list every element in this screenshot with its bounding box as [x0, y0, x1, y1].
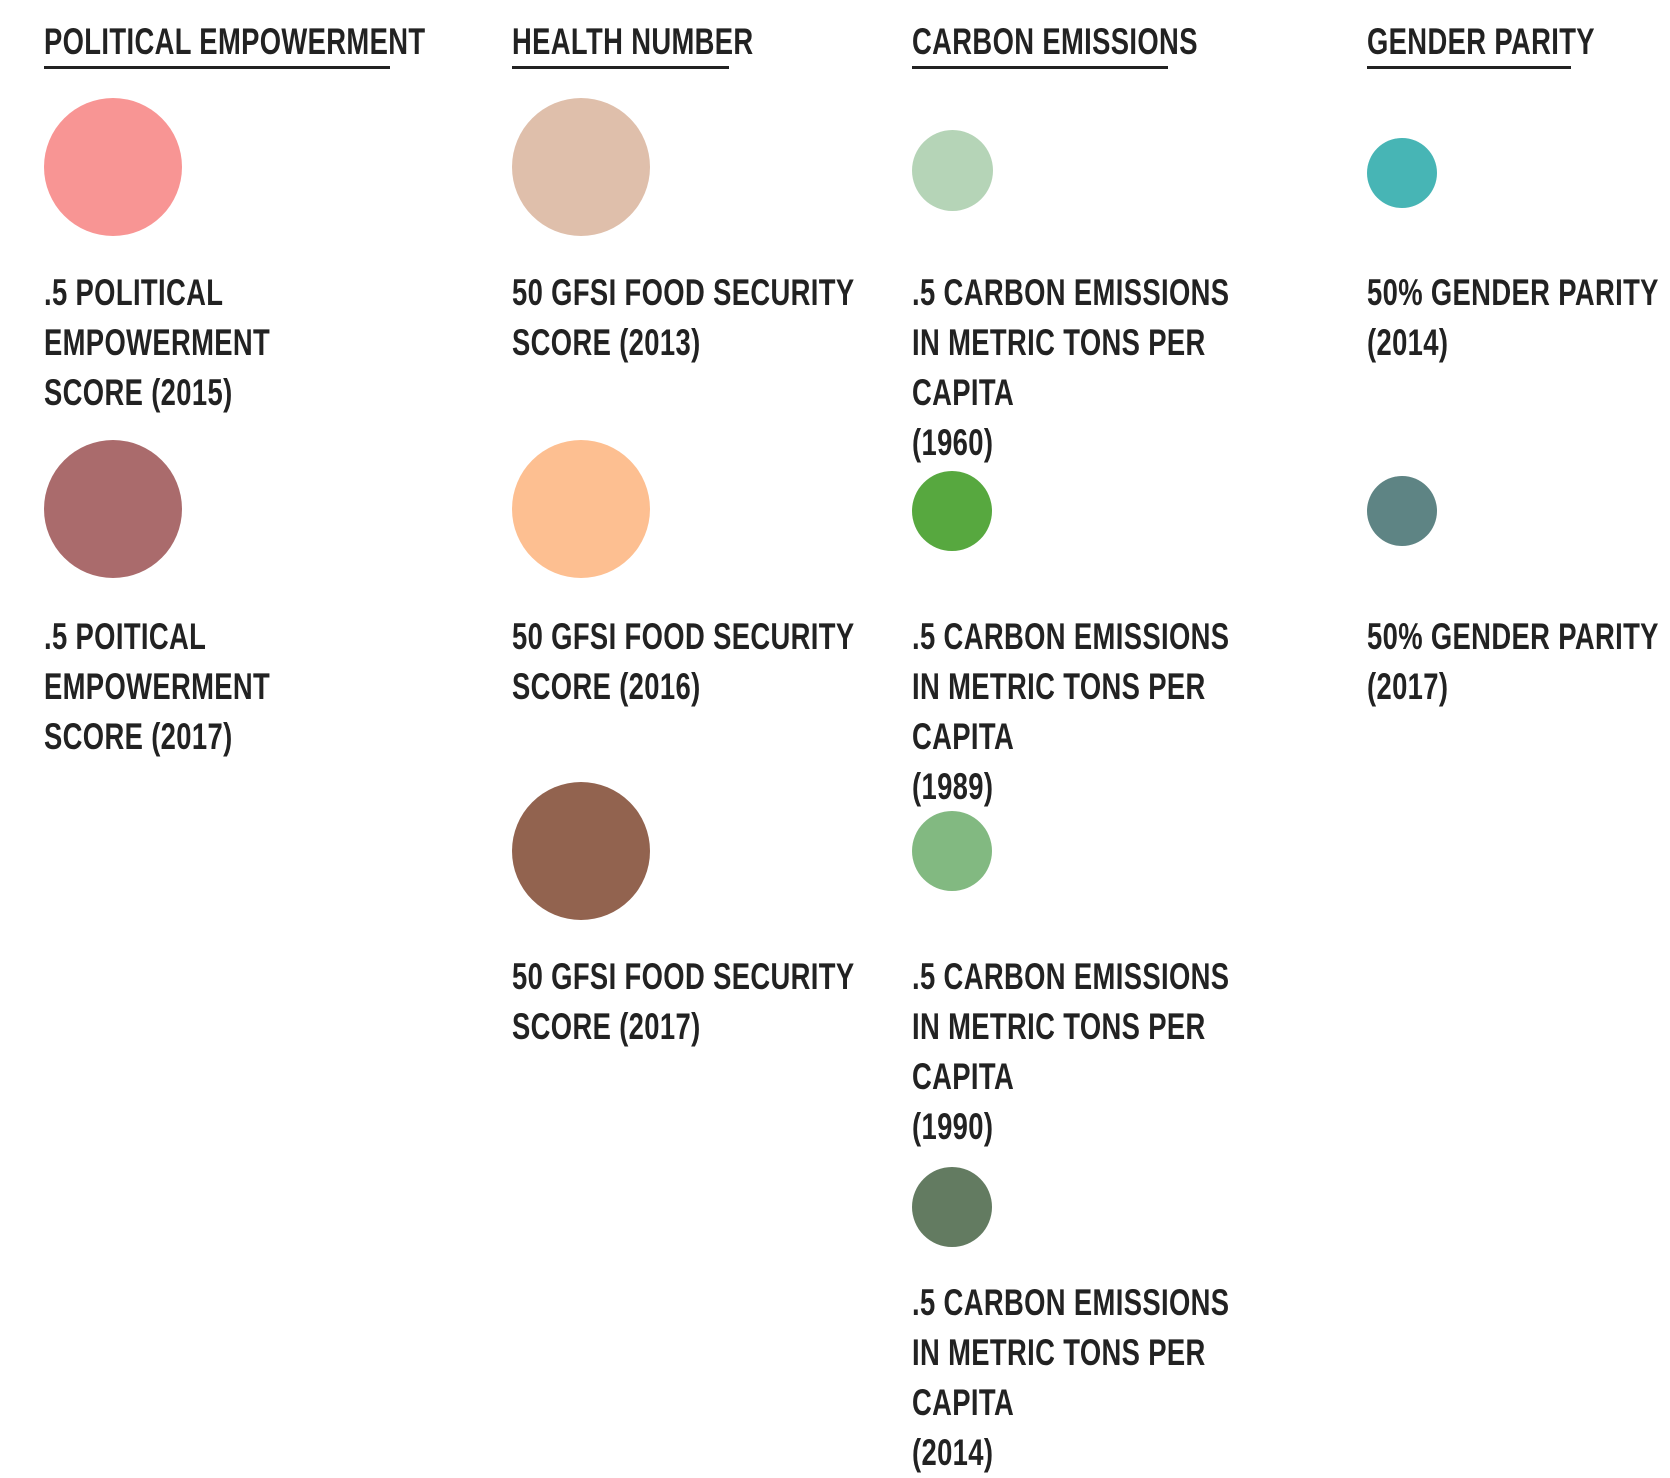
color-swatch-circle: [912, 811, 992, 891]
legend-item-label: 50% GENDER PARITY (2014): [1367, 272, 1659, 363]
color-swatch-circle: [1367, 476, 1437, 546]
legend-item: .5 CARBON EMISSIONS IN METRIC TONS PER C…: [912, 130, 1432, 463]
color-swatch-circle: [512, 782, 650, 920]
legend-item: .5 CARBON EMISSIONS IN METRIC TONS PER C…: [912, 811, 1432, 1147]
heading-underline: [512, 66, 729, 69]
column-heading: GENDER PARITY: [1367, 21, 1595, 62]
legend-item-label: .5 CARBON EMISSIONS IN METRIC TONS PER C…: [912, 956, 1230, 1147]
legend-item-label: 50 GFSI FOOD SECURITY SCORE (2013): [512, 272, 855, 363]
color-swatch-circle: [512, 98, 650, 236]
legend-item: 50% GENDER PARITY (2014): [1367, 138, 1670, 438]
column-heading: POLITICAL EMPOWERMENT: [44, 21, 426, 62]
legend-item-label: .5 CARBON EMISSIONS IN METRIC TONS PER C…: [912, 1282, 1230, 1473]
legend-item: .5 POLITICAL EMPOWERMENT SCORE (2015): [44, 98, 564, 413]
color-swatch-circle: [912, 471, 992, 551]
color-swatch-circle: [1367, 138, 1437, 208]
legend-item-label: .5 POITICAL EMPOWERMENT SCORE (2017): [44, 616, 271, 757]
legend-item: 50 GFSI FOOD SECURITY SCORE (2013): [512, 98, 1032, 398]
color-swatch-circle: [44, 440, 182, 578]
legend-item-label: 50 GFSI FOOD SECURITY SCORE (2016): [512, 616, 855, 707]
heading-underline: [1367, 66, 1571, 69]
legend-item: .5 POITICAL EMPOWERMENT SCORE (2017): [44, 440, 564, 757]
legend-item: 50% GENDER PARITY (2017): [1367, 476, 1670, 776]
legend-item: .5 CARBON EMISSIONS IN METRIC TONS PER C…: [912, 1167, 1432, 1473]
color-swatch-circle: [512, 440, 650, 578]
legend-item: 50 GFSI FOOD SECURITY SCORE (2017): [512, 782, 1032, 1082]
legend-item-label: 50% GENDER PARITY (2017): [1367, 616, 1659, 707]
legend-item-label: 50 GFSI FOOD SECURITY SCORE (2017): [512, 956, 855, 1047]
color-swatch-circle: [44, 98, 182, 236]
heading-underline: [44, 66, 390, 69]
legend-item: 50 GFSI FOOD SECURITY SCORE (2016): [512, 440, 1032, 740]
legend-item-label: .5 CARBON EMISSIONS IN METRIC TONS PER C…: [912, 272, 1230, 463]
color-swatch-circle: [912, 1167, 992, 1247]
color-swatch-circle: [912, 130, 993, 211]
column-heading: HEALTH NUMBER: [512, 21, 754, 62]
legend-item-label: .5 POLITICAL EMPOWERMENT SCORE (2015): [44, 272, 271, 413]
legend-item-label: .5 CARBON EMISSIONS IN METRIC TONS PER C…: [912, 616, 1230, 807]
column-heading: CARBON EMISSIONS: [912, 21, 1198, 62]
heading-underline: [912, 66, 1168, 69]
legend-item: .5 CARBON EMISSIONS IN METRIC TONS PER C…: [912, 471, 1432, 807]
